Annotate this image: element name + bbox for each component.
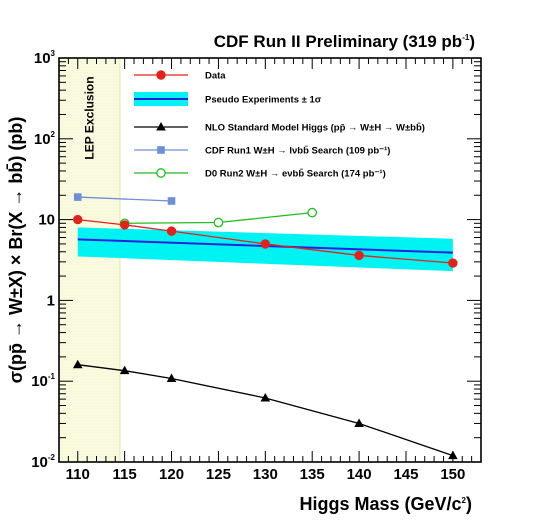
series-layer: [72, 193, 458, 460]
legend-label: D0 Run2 W±H → eνbb̄ Search (174 pb⁻¹): [205, 168, 386, 179]
legend-label: NLO Standard Model Higgs (pp̄ → W±H → W±…: [205, 122, 425, 133]
series-line: [77, 196, 172, 202]
chart-title: CDF Run II Preliminary (319 pb-1): [214, 32, 475, 51]
legend: Data Pseudo Experiments ± 1σ NLO Standard …: [134, 70, 425, 180]
data-point: [354, 418, 364, 427]
x-tick-label: 150: [440, 466, 465, 483]
data-point: [73, 193, 82, 201]
x-tick-label: 115: [113, 466, 137, 483]
y-tick-label: 10: [38, 212, 55, 229]
series-circle-open: [119, 207, 318, 229]
series-triangle: [72, 359, 458, 460]
legend-swatch-marker: [157, 146, 165, 154]
y-tick-label: 10-2: [31, 453, 55, 471]
x-tick-label: 110: [66, 466, 90, 483]
data-point: [260, 239, 271, 249]
legend-item: CDF Run1 W±H → lνbb̄ Search (109 pb⁻¹): [134, 145, 390, 157]
series-circle-filled: [73, 214, 458, 268]
data-point: [166, 373, 177, 382]
legend-item: Pseudo Experiments ± 1σ: [134, 92, 322, 106]
data-point: [73, 214, 83, 225]
y-axis-label: σ(pp̄ → W±X) × Br(X → bb̄) (pb): [6, 117, 26, 384]
y-tick-label: 10-1: [31, 372, 55, 390]
data-point: [448, 258, 458, 268]
y-tick-label: 1: [47, 292, 55, 309]
x-tick-label: 135: [300, 466, 325, 483]
legend-item: NLO Standard Model Higgs (pp̄ → W±H → W±…: [134, 122, 425, 134]
legend-item: Data: [134, 70, 226, 82]
x-tick-label: 120: [159, 466, 184, 483]
axes: [58, 57, 482, 463]
lep-shade: [58, 57, 121, 463]
data-point: [166, 226, 177, 236]
legend-label: Data: [205, 71, 226, 82]
legend-swatch-marker: [156, 122, 166, 131]
x-tick-label: 140: [347, 466, 372, 483]
lep-exclusion-label: LEP Exclusion: [82, 76, 96, 159]
data-point: [354, 250, 364, 261]
x-tick-label: 130: [253, 466, 278, 483]
y-tick-label: 102: [34, 130, 56, 148]
data-point: [119, 220, 130, 230]
x-tick-label: 125: [206, 466, 231, 483]
y-tick-label: 103: [34, 49, 56, 67]
legend-swatch-marker: [156, 168, 166, 178]
legend-label: Pseudo Experiments ± 1σ: [205, 95, 322, 106]
legend-swatch-marker: [156, 70, 166, 80]
series-line: [77, 364, 454, 457]
series-square: [73, 193, 176, 205]
data-point: [307, 207, 318, 218]
legend-item: D0 Run2 W±H → eνbb̄ Search (174 pb⁻¹): [134, 168, 386, 180]
pseudo-experiments-band: [77, 227, 453, 272]
legend-label: CDF Run1 W±H → lνbb̄ Search (109 pb⁻¹): [205, 145, 390, 156]
data-point: [72, 359, 83, 369]
data-point: [260, 392, 271, 402]
x-axis-label: Higgs Mass (GeV/c2): [299, 494, 472, 514]
plot-frame: [58, 57, 482, 463]
series-line: [77, 218, 453, 264]
data-point: [213, 217, 224, 228]
data-point: [167, 197, 176, 205]
x-tick-label: 145: [393, 466, 418, 483]
band-area: [77, 227, 453, 272]
lep-exclusion-region: [58, 57, 121, 463]
data-point: [119, 365, 130, 375]
